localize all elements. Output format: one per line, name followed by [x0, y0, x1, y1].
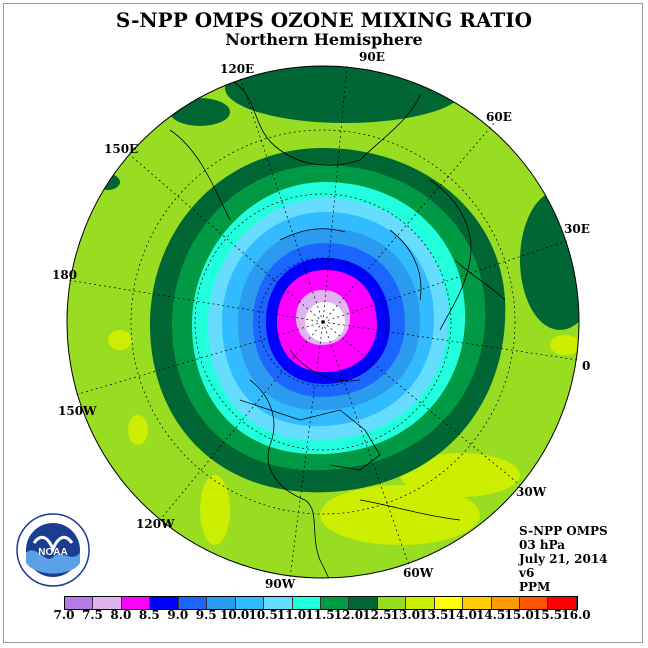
colorbar-tick-label: 14.5 [476, 608, 506, 622]
colorbar-cell [65, 597, 94, 609]
colorbar-cell [150, 597, 179, 609]
edge-patch-east [520, 190, 579, 330]
colorbar-tick-label: 15.5 [532, 608, 563, 622]
map-border [66, 65, 580, 579]
map-subtitle: Northern Hemisphere [225, 30, 423, 49]
colorbar-tick-label: 7.5 [81, 608, 103, 622]
info-units: PPM [519, 580, 551, 594]
noaa-logo-text: NOAA [38, 547, 67, 558]
colorbar-cell [93, 597, 122, 609]
map-title: S-NPP OMPS OZONE MIXING RATIO [115, 8, 533, 32]
colorbar-tick-label: 14.0 [447, 608, 477, 622]
label-150w: 150W [58, 404, 97, 418]
patch-sw [200, 475, 230, 545]
colorbar-tick-label: 12.5 [362, 608, 392, 622]
info-block: S-NPP OMPS 03 hPa July 21, 2014 v6 PPM [519, 524, 608, 594]
colorbar-cell [178, 597, 208, 609]
colorbar-cell [207, 597, 236, 609]
colorbar-tick-label: 9.5 [195, 608, 217, 622]
label-30e: 30E [564, 222, 590, 236]
colorbar-tick-label: 15.0 [504, 608, 534, 622]
label-150e: 150E [104, 142, 139, 156]
patch-se [400, 453, 520, 497]
colorbar-tick-label: 10.0 [220, 608, 250, 622]
colorbar-cell [406, 597, 435, 609]
figure-frame [3, 3, 643, 643]
graticule [67, 65, 579, 579]
colorbar-tick-label: 9.0 [167, 608, 189, 622]
colorbar-tick-label: 8.5 [138, 608, 160, 622]
info-instrument: S-NPP OMPS [519, 524, 608, 538]
colorbar-cell [235, 597, 265, 609]
colorbar-cell [320, 597, 350, 609]
colorbar-cell [520, 597, 549, 609]
noaa-logo: NOAA [16, 513, 90, 587]
label-0: 0 [582, 359, 591, 373]
colorbar-cell [548, 597, 577, 609]
label-30w: 30W [516, 485, 547, 499]
colorbar-tick-label: 13.0 [390, 608, 420, 622]
colorbar-tick-label: 12.0 [333, 608, 364, 622]
label-90w: 90W [265, 577, 296, 591]
edge-patch-nw [170, 98, 230, 126]
edge-patch-w [96, 174, 120, 190]
label-120e: 120E [220, 62, 255, 76]
label-120w: 120W [136, 517, 175, 531]
colorbar-cell [463, 597, 492, 609]
label-180: 180 [52, 268, 78, 282]
colorbar-tick-label: 7.0 [53, 608, 75, 622]
colorbar-cell [264, 597, 293, 609]
info-version: v6 [519, 566, 535, 580]
colorbar-tick-label: 13.5 [419, 608, 449, 622]
label-60w: 60W [403, 566, 434, 580]
colorbar-tick-label: 11.5 [305, 608, 335, 622]
colorbar-tick-label: 10.5 [248, 608, 278, 622]
info-level: 03 hPa [519, 538, 566, 552]
colorbar-tick-label: 8.0 [110, 608, 132, 622]
colorbar-ticks: 7.0 7.5 8.0 8.5 9.0 9.5 10.0 10.5 11.0 11.5 12.0 12… [52, 608, 612, 624]
patch-w2 [108, 330, 132, 350]
colorbar-tick-label: 11.0 [276, 608, 307, 622]
coastlines [169, 79, 506, 578]
colorbar-cell [292, 597, 321, 609]
info-date: July 21, 2014 [519, 552, 608, 566]
colorbar-tick-label: 16.0 [561, 608, 591, 622]
colorbar-cell [434, 597, 464, 609]
colorbar-cell [377, 597, 407, 609]
label-60e: 60E [486, 110, 512, 124]
patch-w [128, 415, 148, 445]
colorbar-cell [349, 597, 378, 609]
label-90e: 90E [359, 50, 385, 64]
colorbar [64, 596, 578, 610]
colorbar-cell [121, 597, 151, 609]
patch-e [550, 335, 579, 355]
colorbar-cell [491, 597, 520, 609]
